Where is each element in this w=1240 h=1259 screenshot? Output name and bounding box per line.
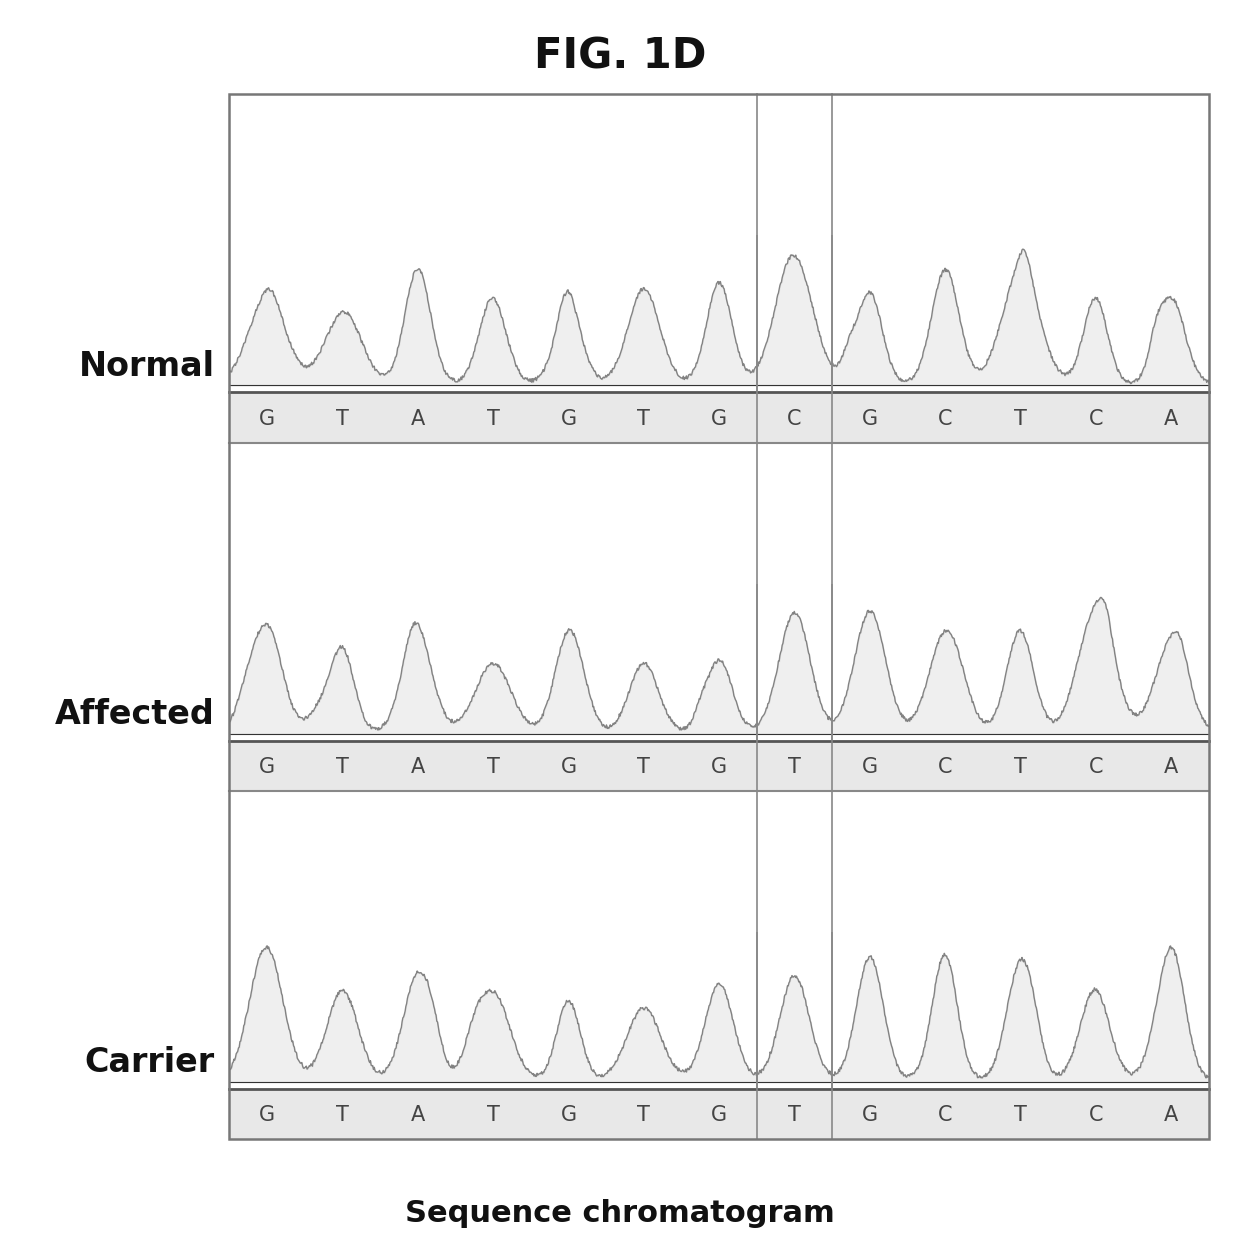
Text: C: C (787, 408, 802, 428)
Text: C: C (937, 408, 952, 428)
Text: T: T (487, 1105, 500, 1126)
Text: Affected: Affected (55, 697, 215, 731)
Text: T: T (1014, 1105, 1027, 1126)
Text: A: A (410, 1105, 425, 1126)
Text: G: G (711, 757, 728, 777)
Text: G: G (711, 1105, 728, 1126)
Text: G: G (560, 757, 577, 777)
Text: G: G (711, 408, 728, 428)
Text: T: T (336, 408, 348, 428)
Text: T: T (789, 757, 801, 777)
Text: T: T (637, 1105, 650, 1126)
Text: G: G (560, 1105, 577, 1126)
Text: T: T (637, 408, 650, 428)
Text: C: C (937, 757, 952, 777)
Text: C: C (1089, 408, 1104, 428)
Text: G: G (862, 1105, 878, 1126)
Text: A: A (410, 408, 425, 428)
Text: C: C (1089, 1105, 1104, 1126)
Text: A: A (1164, 757, 1178, 777)
Text: T: T (1014, 408, 1027, 428)
Text: Normal: Normal (78, 350, 215, 383)
Text: G: G (259, 757, 275, 777)
Text: FIG. 1D: FIG. 1D (533, 35, 707, 77)
Text: G: G (259, 408, 275, 428)
Text: T: T (637, 757, 650, 777)
Text: A: A (410, 757, 425, 777)
Text: T: T (1014, 757, 1027, 777)
Text: T: T (336, 1105, 348, 1126)
Text: G: G (560, 408, 577, 428)
Text: C: C (937, 1105, 952, 1126)
Text: A: A (1164, 1105, 1178, 1126)
Text: G: G (259, 1105, 275, 1126)
Text: A: A (1164, 408, 1178, 428)
Text: T: T (336, 757, 348, 777)
Text: C: C (1089, 757, 1104, 777)
Text: T: T (789, 1105, 801, 1126)
Text: G: G (862, 408, 878, 428)
Text: Sequence chromatogram: Sequence chromatogram (405, 1199, 835, 1228)
Text: T: T (487, 757, 500, 777)
Text: T: T (487, 408, 500, 428)
Text: G: G (862, 757, 878, 777)
Text: Carrier: Carrier (84, 1046, 215, 1079)
